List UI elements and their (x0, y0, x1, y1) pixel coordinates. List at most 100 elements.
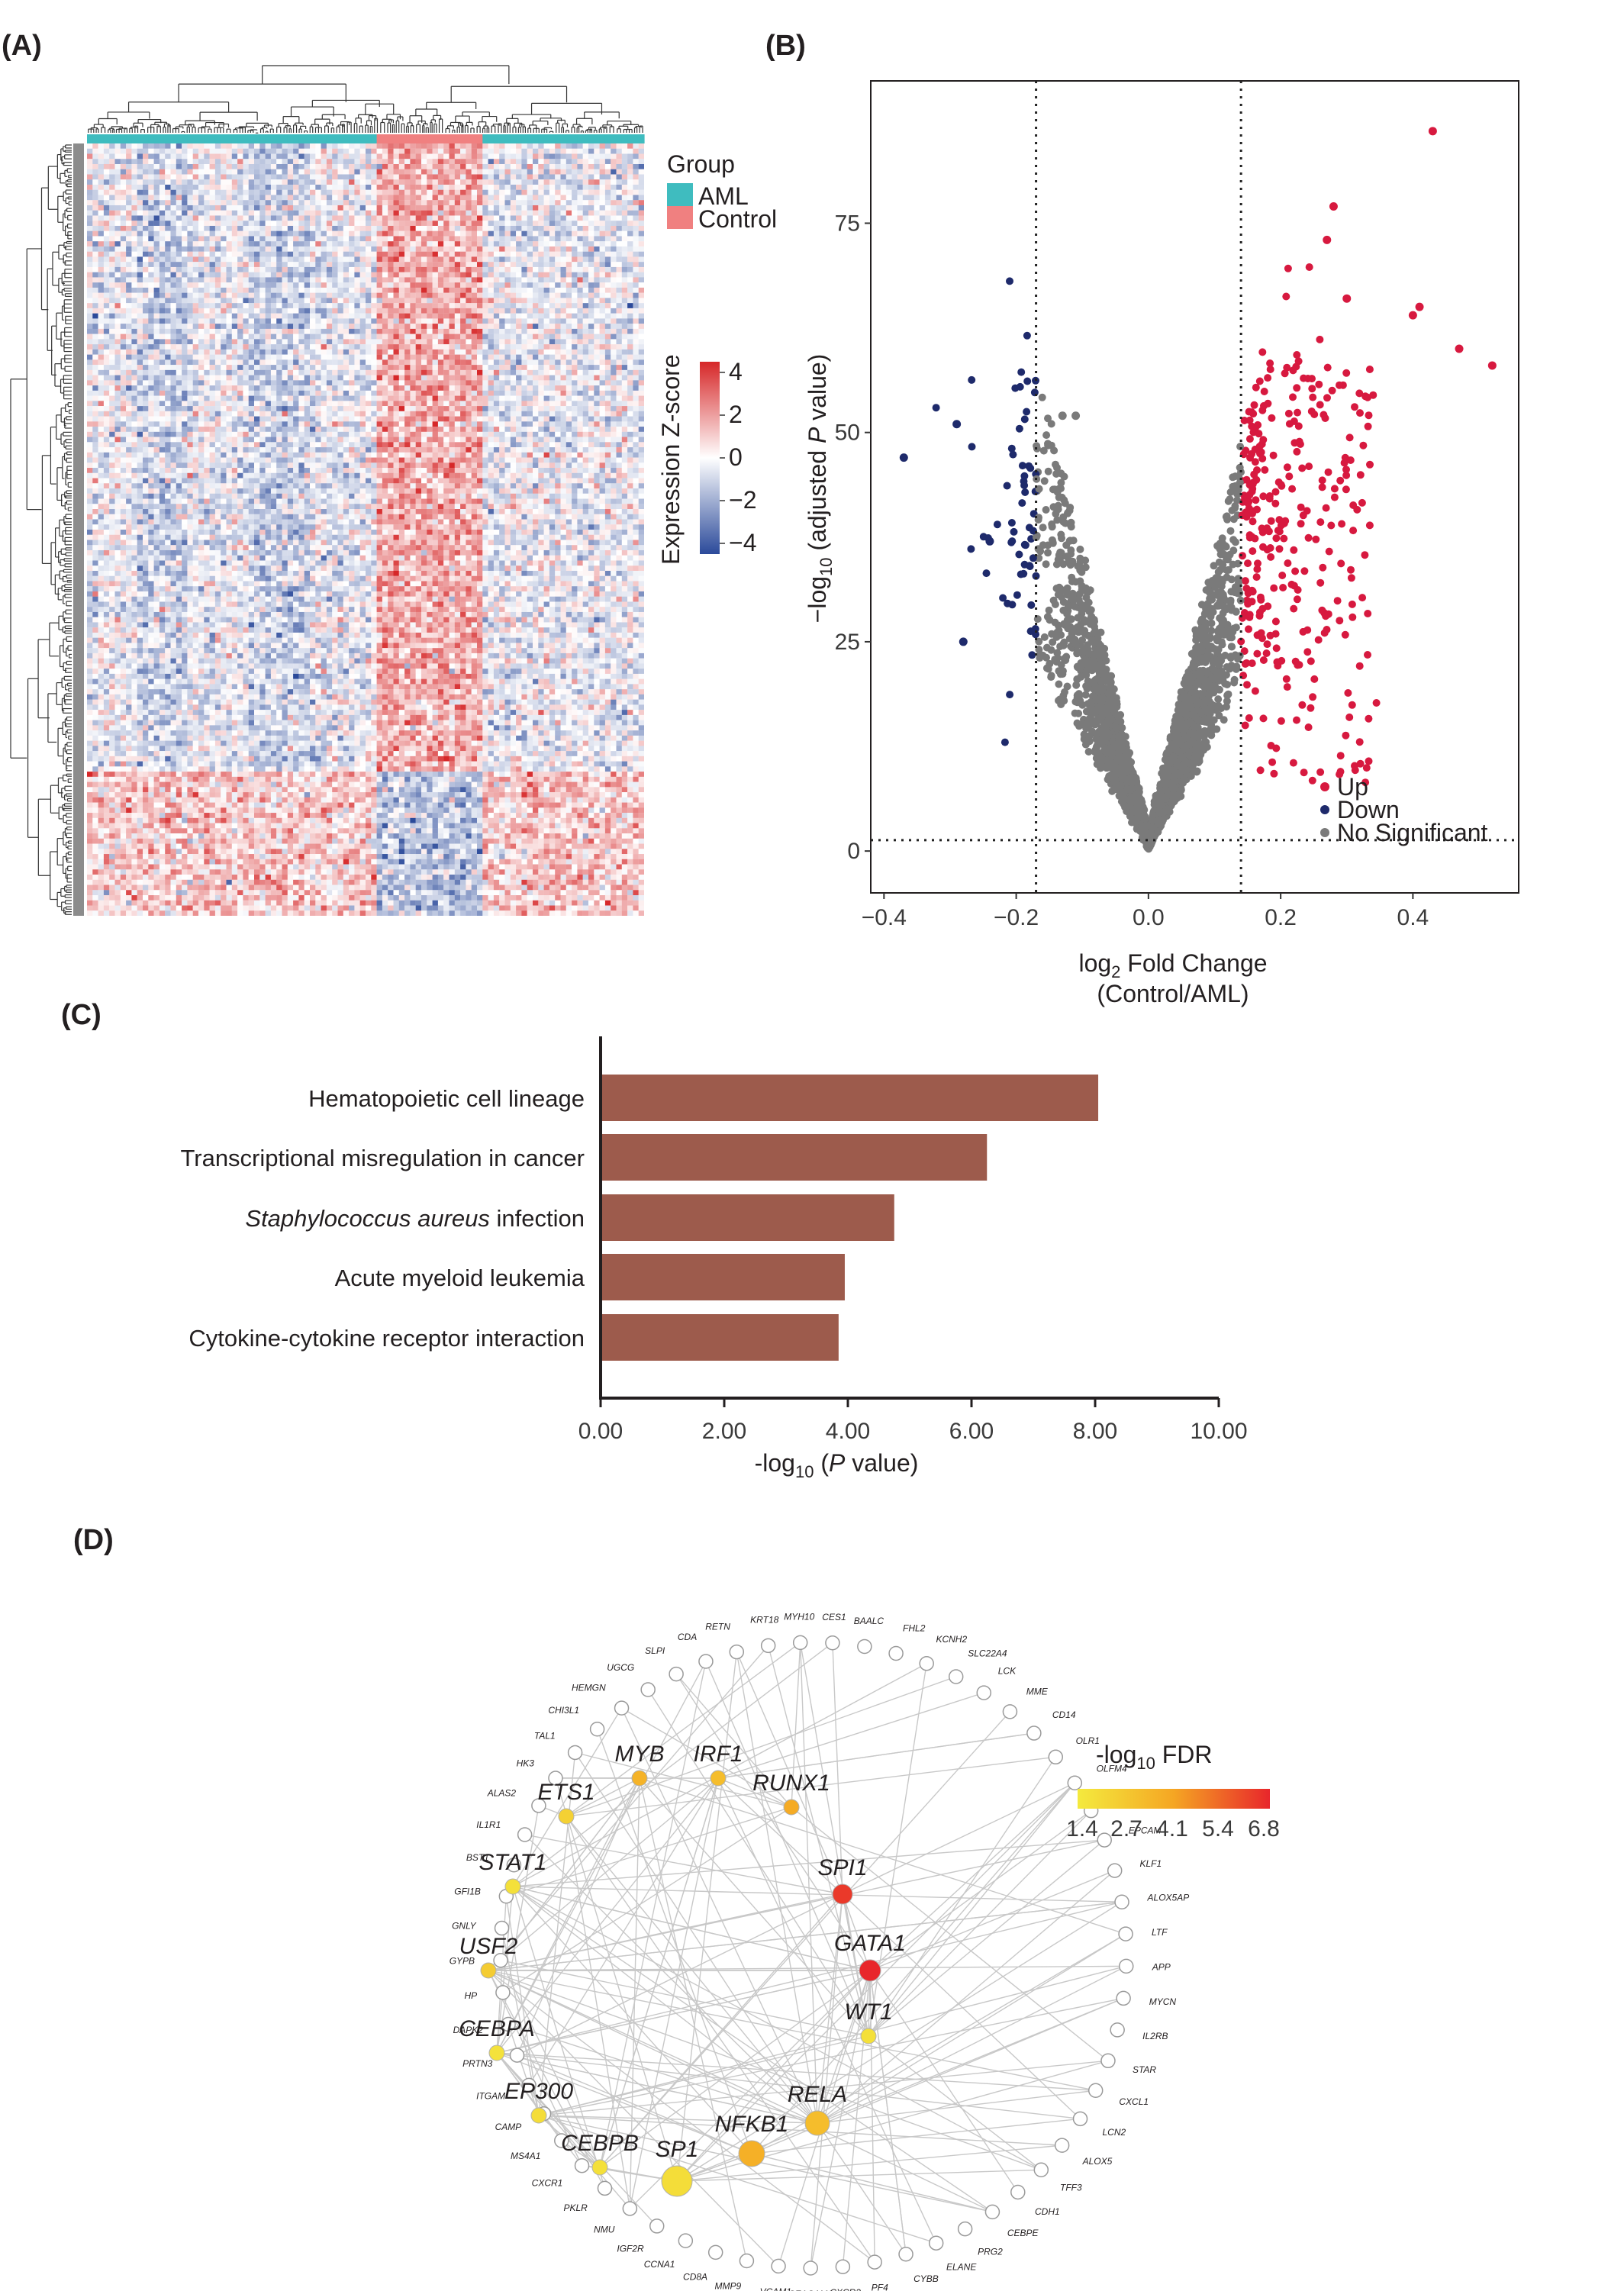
heatmap-cell (510, 303, 517, 309)
heatmap-cell (621, 318, 628, 324)
heatmap-cell (627, 308, 633, 314)
heatmap-cell (315, 143, 321, 149)
heatmap-cell (187, 266, 193, 272)
heatmap-cell (510, 236, 517, 242)
heatmap-cell (243, 282, 249, 288)
heatmap-cell (604, 148, 611, 154)
heatmap-cell (221, 282, 227, 288)
heatmap-cell (359, 205, 366, 211)
heatmap-cell (165, 215, 171, 221)
heatmap-cell (482, 308, 488, 314)
heatmap-cell (527, 179, 533, 185)
heatmap-cell (633, 246, 639, 252)
heatmap-cell (588, 287, 594, 293)
heatmap-cell (98, 303, 105, 309)
heatmap-cell (87, 195, 93, 201)
heatmap-cell (237, 324, 243, 330)
heatmap-cell (248, 174, 255, 180)
heatmap-cell (248, 236, 255, 242)
heatmap-cell (337, 298, 343, 304)
heatmap-cell (621, 159, 628, 165)
heatmap-cell (366, 230, 372, 237)
heatmap-cell (293, 266, 299, 272)
heatmap-cell (349, 236, 355, 242)
heatmap-cell (437, 153, 444, 160)
heatmap-cell (371, 221, 377, 227)
heatmap-cell (226, 256, 232, 263)
heatmap-cell (376, 313, 383, 319)
heatmap-cell (282, 169, 288, 175)
heatmap-cell (137, 303, 143, 309)
heatmap-cell (410, 153, 416, 160)
heatmap-cell (326, 148, 333, 154)
heatmap-cell (248, 184, 255, 190)
heatmap-cell (482, 159, 488, 165)
heatmap-cell (477, 143, 483, 149)
heatmap-cell (427, 272, 433, 278)
heatmap-cell (577, 262, 583, 268)
heatmap-cell (143, 174, 149, 180)
heatmap-cell (415, 292, 422, 298)
heatmap-cell (382, 179, 388, 185)
heatmap-cell (427, 143, 433, 149)
heatmap-cell (466, 282, 472, 288)
heatmap-cell (560, 163, 566, 169)
heatmap-cell (493, 298, 500, 304)
heatmap-cell (187, 287, 193, 293)
heatmap-cell (504, 324, 511, 330)
heatmap-cell (627, 230, 633, 237)
heatmap-cell (243, 324, 249, 330)
heatmap-cell (443, 163, 450, 169)
heatmap-cell (343, 282, 350, 288)
heatmap-cell (427, 153, 433, 160)
heatmap-cell (393, 318, 399, 324)
heatmap-cell (366, 195, 372, 201)
heatmap-cell (604, 277, 611, 283)
heatmap-cell (599, 215, 606, 221)
group-annotation-cell (594, 134, 601, 143)
heatmap-cell (98, 153, 105, 160)
heatmap-cell (343, 200, 350, 206)
heatmap-cell (214, 195, 221, 201)
heatmap-cell (538, 246, 544, 252)
heatmap-cell (460, 282, 466, 288)
heatmap-cell (588, 246, 594, 252)
heatmap-cell (493, 200, 500, 206)
heatmap-cell (504, 148, 511, 154)
heatmap-cell (410, 200, 416, 206)
heatmap-cell (611, 153, 617, 160)
heatmap-cell (594, 225, 600, 231)
heatmap-cell (165, 282, 171, 288)
heatmap-cell (499, 241, 505, 247)
heatmap-cell (310, 328, 316, 334)
heatmap-cell (599, 318, 606, 324)
group-annotation-cell (638, 134, 645, 143)
heatmap-cell (170, 277, 176, 283)
heatmap-cell (477, 303, 483, 309)
heatmap-cell (87, 236, 93, 242)
heatmap-cell (621, 292, 628, 298)
heatmap-cell (159, 153, 166, 160)
heatmap-cell (454, 184, 461, 190)
heatmap-cell (131, 159, 137, 165)
heatmap-cell (421, 287, 427, 293)
heatmap-cell (611, 236, 617, 242)
heatmap-cell (477, 266, 483, 272)
heatmap-cell (310, 200, 316, 206)
heatmap-cell (231, 174, 238, 180)
heatmap-cell (366, 148, 372, 154)
heatmap-cell (388, 246, 394, 252)
heatmap-cell (359, 277, 366, 283)
heatmap-cell (103, 148, 110, 154)
heatmap-cell (510, 230, 517, 237)
heatmap-cell (287, 215, 294, 221)
heatmap-cell (382, 324, 388, 330)
heatmap-cell (176, 148, 182, 154)
heatmap-cell (488, 282, 495, 288)
heatmap-cell (566, 303, 572, 309)
heatmap-cell (209, 200, 216, 206)
heatmap-cell (120, 163, 127, 169)
heatmap-cell (153, 230, 160, 237)
heatmap-cell (549, 303, 556, 309)
